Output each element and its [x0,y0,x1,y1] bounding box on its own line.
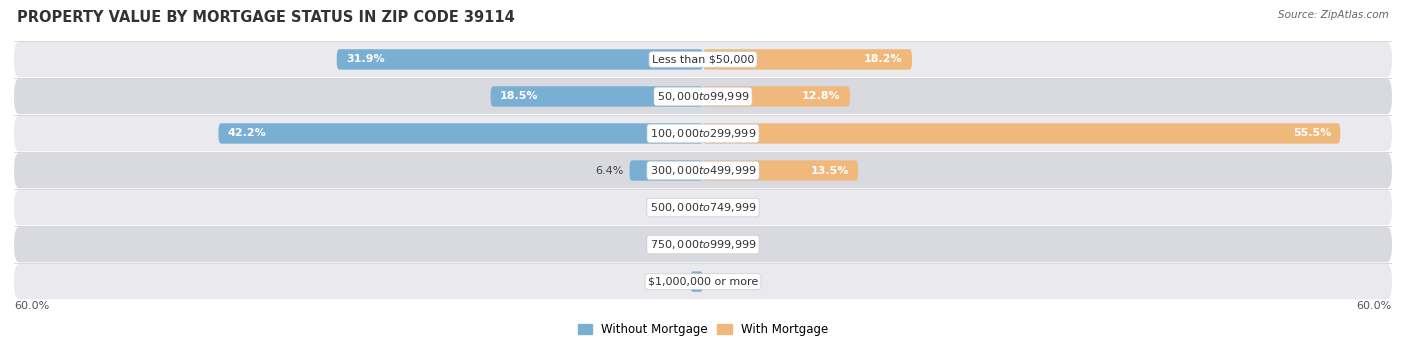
FancyBboxPatch shape [14,153,1392,188]
Text: PROPERTY VALUE BY MORTGAGE STATUS IN ZIP CODE 39114: PROPERTY VALUE BY MORTGAGE STATUS IN ZIP… [17,10,515,25]
Text: 0.0%: 0.0% [669,239,697,250]
Text: 31.9%: 31.9% [346,55,384,64]
Text: 0.0%: 0.0% [709,239,737,250]
Text: $300,000 to $499,999: $300,000 to $499,999 [650,164,756,177]
Text: 6.4%: 6.4% [595,165,624,176]
Text: $500,000 to $749,999: $500,000 to $749,999 [650,201,756,214]
FancyBboxPatch shape [14,79,1392,114]
Legend: Without Mortgage, With Mortgage: Without Mortgage, With Mortgage [574,318,832,341]
Text: Source: ZipAtlas.com: Source: ZipAtlas.com [1278,10,1389,20]
FancyBboxPatch shape [703,49,912,70]
FancyBboxPatch shape [690,271,703,292]
Text: 0.0%: 0.0% [709,277,737,286]
Text: 55.5%: 55.5% [1294,129,1331,138]
FancyBboxPatch shape [703,123,1340,144]
FancyBboxPatch shape [491,86,703,107]
Text: 42.2%: 42.2% [228,129,266,138]
Text: 0.0%: 0.0% [709,203,737,212]
Text: 60.0%: 60.0% [14,301,49,311]
Text: $750,000 to $999,999: $750,000 to $999,999 [650,238,756,251]
Text: 0.0%: 0.0% [669,203,697,212]
FancyBboxPatch shape [703,86,851,107]
Text: 1.1%: 1.1% [657,277,685,286]
FancyBboxPatch shape [336,49,703,70]
FancyBboxPatch shape [14,190,1392,225]
FancyBboxPatch shape [14,116,1392,151]
Text: 12.8%: 12.8% [803,91,841,102]
Text: Less than $50,000: Less than $50,000 [652,55,754,64]
FancyBboxPatch shape [14,227,1392,262]
Text: $50,000 to $99,999: $50,000 to $99,999 [657,90,749,103]
FancyBboxPatch shape [14,264,1392,299]
FancyBboxPatch shape [630,160,703,181]
Text: $100,000 to $299,999: $100,000 to $299,999 [650,127,756,140]
Text: $1,000,000 or more: $1,000,000 or more [648,277,758,286]
Text: 13.5%: 13.5% [810,165,849,176]
Text: 18.5%: 18.5% [499,91,538,102]
Text: 60.0%: 60.0% [1357,301,1392,311]
FancyBboxPatch shape [14,42,1392,77]
FancyBboxPatch shape [703,160,858,181]
Text: 18.2%: 18.2% [865,55,903,64]
FancyBboxPatch shape [218,123,703,144]
